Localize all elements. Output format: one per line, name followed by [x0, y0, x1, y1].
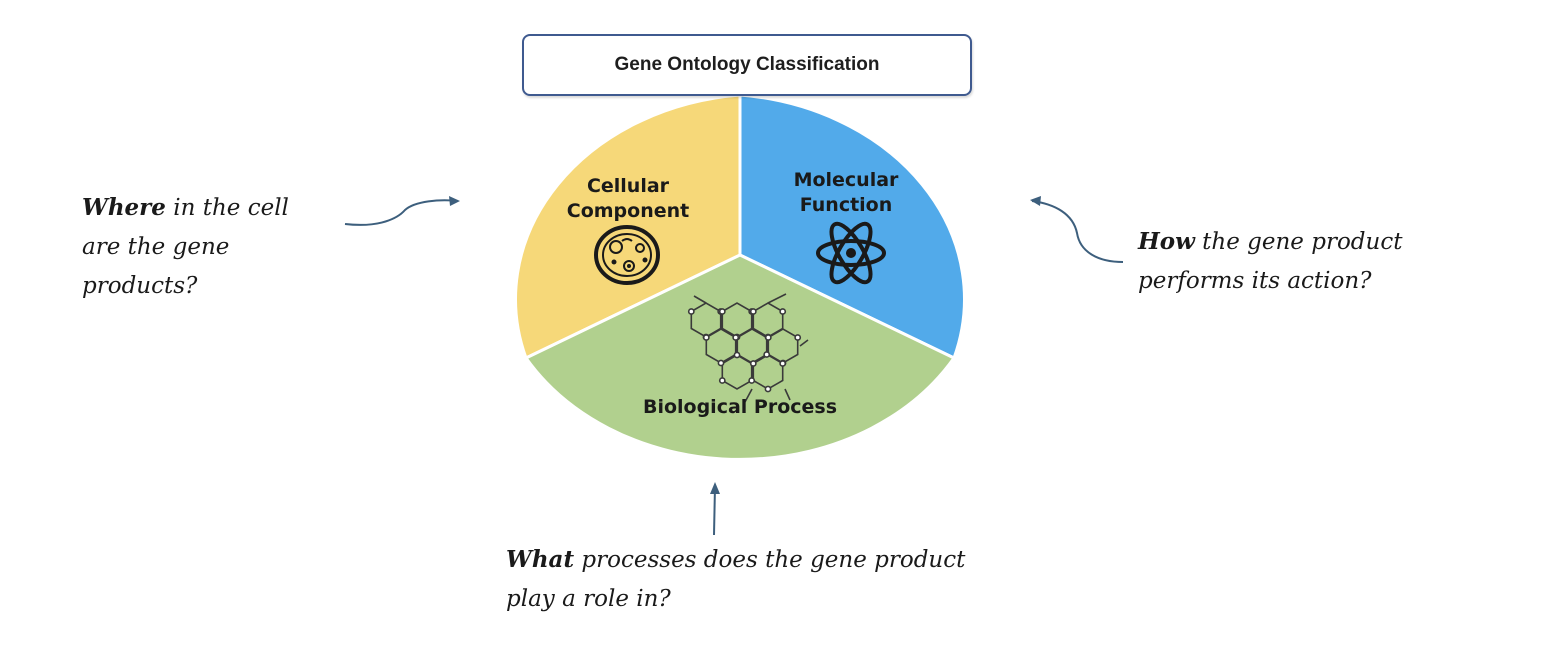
molecular-function-label-line1: Molecular: [793, 169, 899, 191]
atom-node: [749, 308, 757, 315]
arrow-what: [710, 482, 720, 536]
question-what-keyword: What: [506, 546, 575, 573]
bond-line: [767, 293, 787, 304]
arrow-how: [1030, 196, 1124, 263]
atom-node: [748, 377, 756, 384]
atom-node: [764, 385, 772, 393]
molecular-function-label-line2: Function: [799, 194, 893, 216]
question-how-line1-rest: the gene product: [1194, 229, 1403, 255]
atom-node: [779, 360, 787, 367]
bond-line: [784, 388, 791, 401]
atom-node: [718, 308, 726, 315]
question-how-line2: performs its action?: [1138, 268, 1372, 294]
bond-line: [744, 388, 753, 403]
question-where-line1-rest: in the cell: [165, 195, 289, 221]
atom-node: [733, 351, 741, 359]
arrow-where: [344, 196, 460, 226]
question-where-line3: products?: [82, 273, 198, 299]
cell-icon: [594, 225, 660, 285]
molecule-network-icon: [687, 293, 809, 403]
diagram-title: Gene Ontology Classification: [614, 54, 880, 75]
question-where-keyword: Where: [82, 194, 166, 221]
atom-node: [702, 334, 710, 341]
cellular-component-label-line2: Component: [566, 200, 690, 222]
atom-node: [687, 308, 695, 315]
atom-node: [718, 377, 726, 384]
bond-line: [693, 295, 707, 304]
atom-node: [764, 334, 772, 341]
cellular-component-label: Cellular Component: [548, 174, 708, 224]
atom-node: [794, 334, 802, 341]
cellular-component-label-line1: Cellular: [586, 175, 670, 197]
question-how: How the gene product performs its action…: [1138, 222, 1402, 301]
biological-process-label-text: Biological Process: [642, 396, 838, 418]
question-how-keyword: How: [1138, 228, 1195, 255]
question-what-line1-rest: processes does the gene product: [574, 547, 966, 573]
bond-line: [799, 339, 809, 347]
question-how-line1: How the gene product: [1138, 222, 1402, 262]
biological-process-label: Biological Process: [610, 395, 870, 420]
atom-node: [779, 308, 787, 315]
question-where-line2: are the gene: [82, 234, 230, 260]
question-where-line1: Where in the cell: [82, 188, 289, 228]
atom-node: [732, 334, 740, 341]
atom-node: [749, 360, 757, 367]
question-what-line2: play a role in?: [506, 586, 671, 612]
question-where: Where in the cell are the gene products?: [82, 188, 289, 306]
atom-node: [717, 359, 725, 367]
atom-node: [763, 351, 771, 358]
segment-molecular-function: [738, 93, 966, 361]
atom-icon: [816, 221, 886, 285]
question-what: What processes does the gene product pla…: [506, 540, 965, 619]
question-what-line1: What processes does the gene product: [506, 540, 965, 580]
molecular-function-label: Molecular Function: [766, 168, 926, 218]
title-box: Gene Ontology Classification: [522, 34, 972, 96]
